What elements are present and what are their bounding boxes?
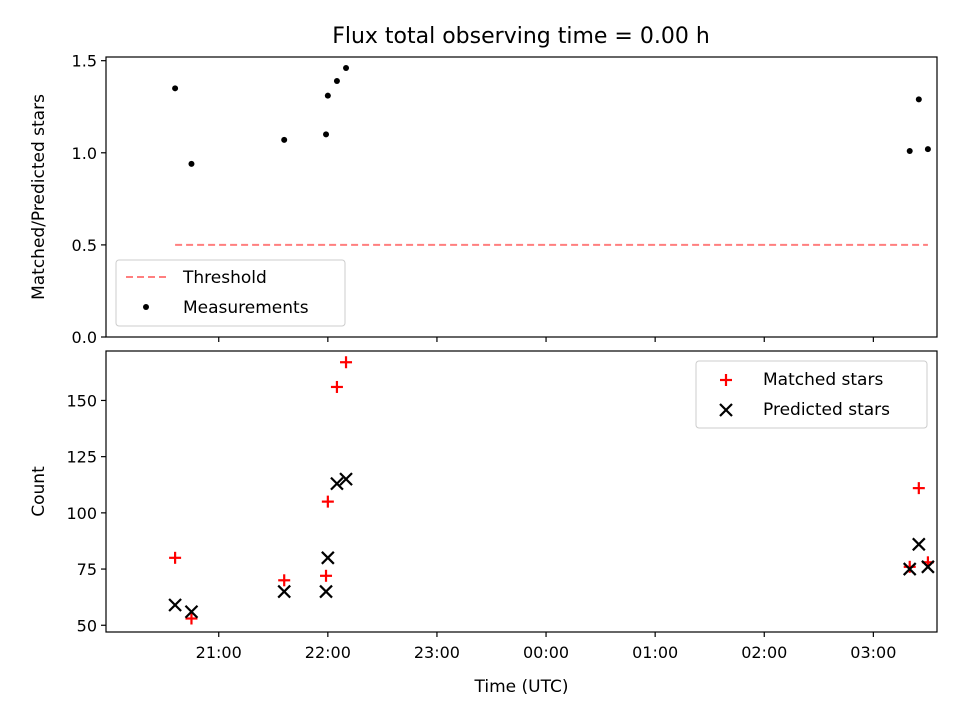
top-legend-box — [115, 259, 346, 327]
predicted-point — [321, 551, 335, 565]
matched-point — [321, 495, 334, 508]
predicted-point-b — [321, 551, 335, 565]
top-ytick-label: 0.0 — [72, 328, 97, 347]
predicted-point — [184, 604, 199, 619]
predicted-point — [330, 476, 344, 491]
bottom-ytick-label: 150 — [66, 391, 97, 410]
legend-matched-swatch — [720, 374, 732, 386]
measurement-point — [188, 160, 195, 167]
chart-title: Flux total observing time = 0.00 h — [332, 24, 710, 49]
bottom-ylabel: Count — [29, 466, 49, 517]
bottom-xtick-label: 01:00 — [632, 643, 678, 662]
matched-point — [330, 380, 343, 393]
bottom-ytick-label: 100 — [66, 504, 97, 523]
top-legend: Threshold Measurements — [115, 259, 346, 327]
bottom-ytick-label: 75 — [77, 560, 97, 579]
bottom-ytick-label: 125 — [66, 448, 97, 467]
bottom-xtick-label: 22:00 — [305, 643, 351, 662]
predicted-point — [921, 560, 935, 574]
predicted-point-b — [921, 560, 935, 574]
bottom-xlabel: Time (UTC) — [474, 677, 569, 697]
bottom-legend-box — [695, 360, 928, 429]
legend-predicted-label: Predicted stars — [763, 400, 890, 420]
measurement-point — [323, 131, 330, 138]
predicted-point — [902, 562, 917, 576]
predicted-point-b — [184, 604, 199, 619]
predicted-point-b — [168, 598, 182, 612]
top-ytick-label: 1.5 — [72, 52, 97, 71]
matched-point — [169, 551, 182, 564]
predicted-point-b — [319, 584, 333, 599]
legend-matched-label: Matched stars — [763, 370, 883, 390]
predicted-point — [339, 472, 353, 486]
matched-point — [912, 482, 925, 495]
matched-point — [320, 569, 333, 582]
legend-measurements-label: Measurements — [183, 298, 309, 318]
matched-point — [903, 560, 916, 573]
measurement-point — [906, 147, 913, 154]
predicted-point-b — [902, 562, 917, 576]
bottom-xtick-label: 00:00 — [523, 643, 569, 662]
panel-bottom: 50 75 100 125 150 21:00 22:00 23:00 00:00 01:00 02… — [29, 350, 938, 697]
legend-predicted-swatch-b — [719, 403, 733, 417]
top-axes-frame — [105, 56, 938, 338]
predicted-point — [912, 537, 926, 552]
panel-top: 0.0 0.5 1.0 1.5 Matched/Predicted stars Thres… — [29, 52, 938, 347]
legend-threshold-label: Threshold — [182, 268, 267, 288]
predicted-point — [168, 598, 182, 612]
predicted-point-b — [912, 537, 926, 552]
bottom-xtick-label: 21:00 — [196, 643, 242, 662]
predicted-point — [319, 584, 333, 599]
predicted-point-b — [339, 472, 353, 486]
bottom-xtick-label: 02:00 — [741, 643, 787, 662]
matched-point — [278, 574, 291, 587]
measurement-point — [924, 146, 931, 153]
measurement-point — [172, 85, 179, 92]
measurement-point — [281, 136, 288, 143]
top-ytick-label: 0.5 — [72, 236, 97, 255]
bottom-axes-frame — [105, 350, 938, 633]
top-ylabel: Matched/Predicted stars — [29, 94, 49, 300]
legend-predicted-swatch — [719, 403, 733, 417]
bottom-xtick-label: 03:00 — [850, 643, 896, 662]
measurement-point — [343, 65, 350, 72]
bottom-legend: Matched stars Predicted stars — [695, 360, 928, 429]
top-ytick-label: 1.0 — [72, 144, 97, 163]
bottom-ytick-label: 50 — [77, 616, 97, 635]
measurement-point — [333, 77, 340, 84]
predicted-point-b — [330, 476, 344, 491]
predicted-point-b — [277, 584, 291, 599]
legend-measurements-swatch — [143, 304, 149, 310]
matched-point — [185, 612, 198, 625]
predicted-point — [277, 584, 291, 599]
measurement-point — [915, 96, 922, 103]
measurement-point — [324, 92, 331, 99]
bottom-xtick-label: 23:00 — [414, 643, 460, 662]
matched-point — [340, 356, 353, 369]
